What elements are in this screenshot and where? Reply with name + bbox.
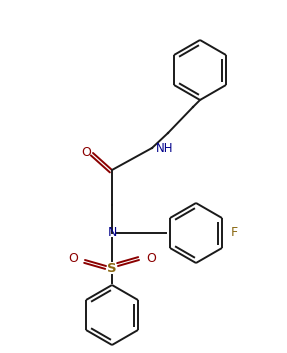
Text: NH: NH bbox=[156, 142, 174, 155]
Text: N: N bbox=[107, 227, 117, 239]
Text: O: O bbox=[68, 251, 78, 264]
Text: O: O bbox=[81, 146, 91, 160]
Text: O: O bbox=[146, 251, 156, 264]
Text: S: S bbox=[107, 262, 117, 275]
Text: F: F bbox=[231, 227, 238, 239]
